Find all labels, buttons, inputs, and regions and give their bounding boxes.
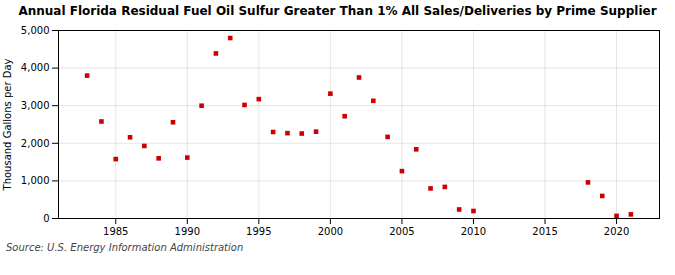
svg-text:3,000: 3,000 <box>21 100 50 111</box>
svg-text:Thousand Gallons per Day: Thousand Gallons per Day <box>2 58 13 191</box>
svg-text:4,000: 4,000 <box>21 62 50 73</box>
svg-text:0: 0 <box>43 213 49 224</box>
svg-text:2005: 2005 <box>389 226 414 237</box>
html-text:Annual Florida Residual Fuel O: Annual Florida Residual Fuel Oil Sulfur … <box>18 4 657 18</box>
svg-text:2000: 2000 <box>318 226 343 237</box>
svg-text:5,000: 5,000 <box>21 25 50 36</box>
svg-text:1985: 1985 <box>103 226 128 237</box>
svg-text:2,000: 2,000 <box>21 138 50 149</box>
svg-text:1995: 1995 <box>246 226 271 237</box>
svg-text:1,000: 1,000 <box>21 175 50 186</box>
svg-text:1990: 1990 <box>175 226 200 237</box>
html-text:Source: U.S. Energy Informatio: Source: U.S. Energy Information Administ… <box>6 242 244 253</box>
svg-text:2020: 2020 <box>604 226 629 237</box>
svg-text:2010: 2010 <box>461 226 486 237</box>
svg-text:2015: 2015 <box>532 226 557 237</box>
